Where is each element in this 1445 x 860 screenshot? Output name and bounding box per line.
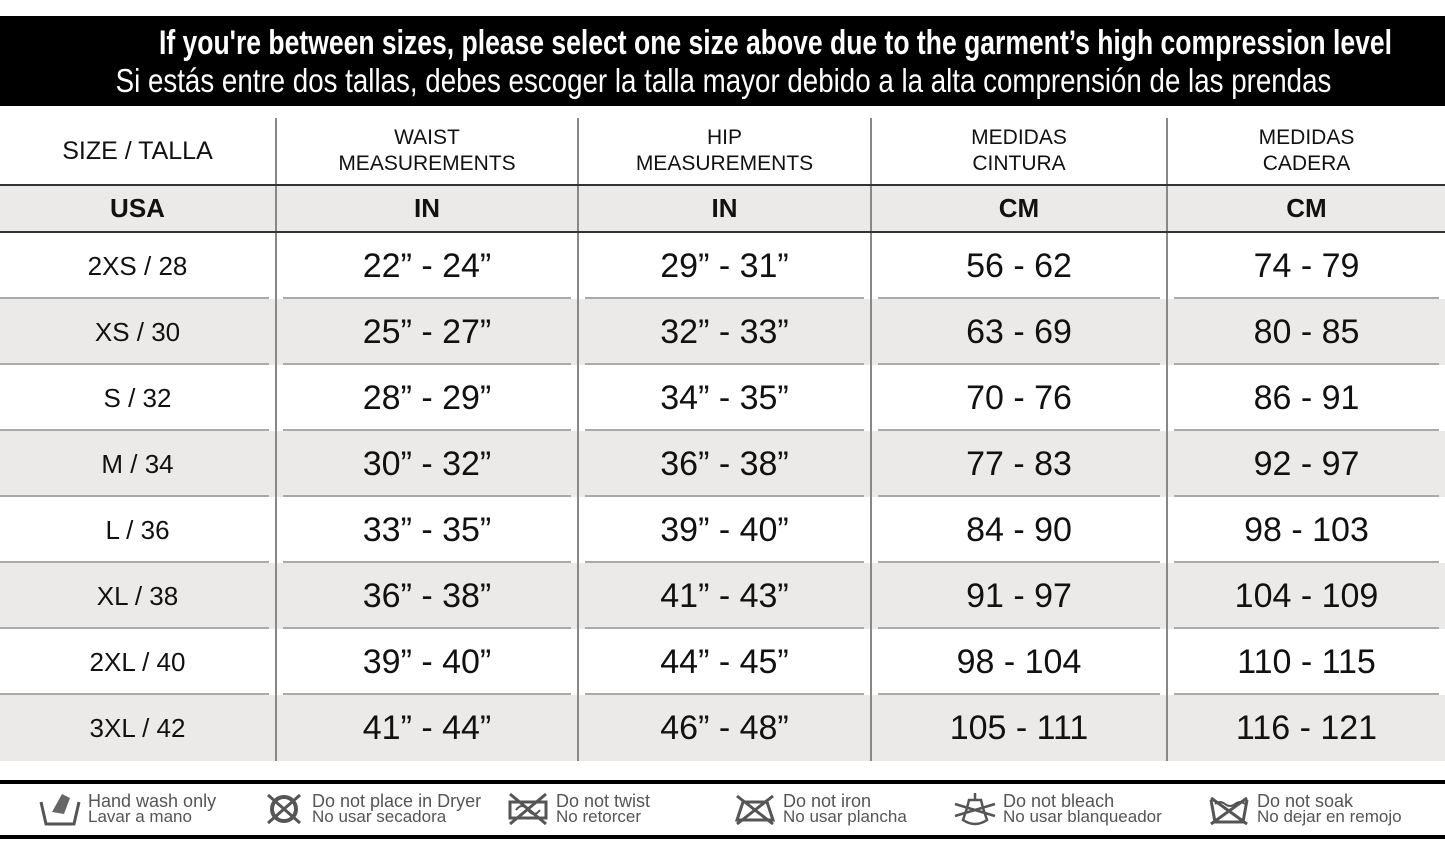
cell-size: XS / 30 [0, 299, 275, 365]
cell-waist-cm: 84 - 90 [870, 497, 1166, 563]
compression-notice-banner: If you're between sizes, please select o… [0, 16, 1445, 106]
table-row: XS / 30 25” - 27” 32” - 33” 63 - 69 80 - 85 [0, 299, 1445, 365]
size-rows: 2XS / 28 22” - 24” 29” - 31” 56 - 62 74 - 79… [0, 233, 1445, 761]
cell-hip-cm: 86 - 91 [1166, 365, 1445, 431]
no-soak-icon [1209, 796, 1249, 826]
cell-hip-in: 34” - 35” [577, 365, 870, 431]
care-label-spanish: Lavar a mano [88, 807, 192, 826]
cell-size: M / 34 [0, 431, 275, 497]
care-instruction: Do not place in Dryer No usar secadora [262, 790, 481, 828]
header-medidas-cintura: MEDIDAS CINTURA [870, 118, 1166, 184]
cell-hip-in: 39” - 40” [577, 497, 870, 563]
unit-hip-cm: CM [1166, 186, 1445, 231]
table-row: XL / 38 36” - 38” 41” - 43” 91 - 97 104 - 10… [0, 563, 1445, 629]
cell-waist-cm: 70 - 76 [870, 365, 1166, 431]
size-chart-table: SIZE / TALLA WAIST MEASUREMENTS HIP MEAS… [0, 118, 1445, 761]
cell-size: 2XL / 40 [0, 629, 275, 695]
unit-hip-in: IN [577, 186, 870, 231]
unit-waist-in: IN [275, 186, 577, 231]
care-label-spanish: No dejar en remojo [1257, 807, 1402, 826]
cell-waist-cm: 91 - 97 [870, 563, 1166, 629]
cell-waist-cm: 105 - 111 [870, 695, 1166, 761]
cell-size: L / 36 [0, 497, 275, 563]
cell-waist-cm: 56 - 62 [870, 233, 1166, 299]
no-bleach-icon [954, 793, 996, 826]
cell-waist-cm: 63 - 69 [870, 299, 1166, 365]
header-row: SIZE / TALLA WAIST MEASUREMENTS HIP MEAS… [0, 118, 1445, 186]
table-row: S / 32 28” - 29” 34” - 35” 70 - 76 86 - 91 [0, 365, 1445, 431]
cell-waist-in: 22” - 24” [275, 233, 577, 299]
table-row: M / 34 30” - 32” 36” - 38” 77 - 83 92 - 97 [0, 431, 1445, 497]
cell-waist-in: 41” - 44” [275, 695, 577, 761]
care-instruction: Do not iron No usar plancha [733, 790, 907, 828]
unit-usa: USA [110, 193, 165, 223]
cell-hip-in: 44” - 45” [577, 629, 870, 695]
no-wring-icon [508, 792, 548, 826]
cell-waist-cm: 98 - 104 [870, 629, 1166, 695]
cell-hip-cm: 74 - 79 [1166, 233, 1445, 299]
cell-hip-cm: 104 - 109 [1166, 563, 1445, 629]
header-medidas-cadera: MEDIDAS CADERA [1166, 118, 1445, 184]
cell-hip-in: 29” - 31” [577, 233, 870, 299]
cell-waist-in: 28” - 29” [275, 365, 577, 431]
care-instruction: Do not twist No retorcer [506, 790, 650, 828]
no-tumble-dry-icon [267, 793, 301, 825]
no-iron-icon [734, 794, 776, 826]
cell-waist-in: 30” - 32” [275, 431, 577, 497]
care-label-english: Hand wash only [88, 791, 217, 811]
cell-waist-in: 25” - 27” [275, 299, 577, 365]
table-row: L / 36 33” - 35” 39” - 40” 84 - 90 98 - 103 [0, 497, 1445, 563]
care-instruction: Do not soak No dejar en remojo [1207, 790, 1402, 828]
cell-hip-cm: 80 - 85 [1166, 299, 1445, 365]
unit-waist-cm: CM [870, 186, 1166, 231]
table-row: 2XS / 28 22” - 24” 29” - 31” 56 - 62 74 - 79 [0, 233, 1445, 299]
units-row: USA IN IN CM CM [0, 186, 1445, 233]
care-label-english: Do not iron [783, 791, 872, 811]
care-label-english: Do not soak [1257, 791, 1354, 811]
care-label-spanish: No retorcer [556, 807, 642, 826]
cell-size: XL / 38 [0, 563, 275, 629]
care-instructions-bar: Hand wash only Lavar a mano Do not place i… [0, 780, 1445, 839]
cell-hip-cm: 98 - 103 [1166, 497, 1445, 563]
cell-hip-cm: 110 - 115 [1166, 629, 1445, 695]
cell-hip-cm: 116 - 121 [1166, 695, 1445, 761]
cell-size: S / 32 [0, 365, 275, 431]
cell-waist-cm: 77 - 83 [870, 431, 1166, 497]
care-label-spanish: No usar plancha [783, 807, 907, 826]
cell-size: 3XL / 42 [89, 712, 186, 743]
care-label-english: Do not twist [556, 791, 651, 811]
cell-hip-in: 41” - 43” [577, 563, 870, 629]
notice-english: If you're between sizes, please select o… [158, 24, 1392, 62]
table-row: 3XL / 42 41” - 44” 46” - 48” 105 - 111 116 -… [0, 695, 1445, 761]
notice-spanish: Si estás entre dos tallas, debes escoger… [115, 62, 1332, 99]
care-label-english: Do not bleach [1003, 791, 1115, 811]
cell-hip-in: 32” - 33” [577, 299, 870, 365]
care-label-spanish: No usar secadora [312, 807, 447, 826]
cell-hip-in: 46” - 48” [577, 695, 870, 761]
care-instruction: Do not bleach No usar blanqueador [953, 790, 1162, 828]
table-row: 2XL / 40 39” - 40” 44” - 45” 98 - 104 110 - … [0, 629, 1445, 695]
header-hip: HIP MEASUREMENTS [577, 118, 870, 184]
header-waist: WAIST MEASUREMENTS [275, 118, 577, 184]
care-label-english: Do not place in Dryer [312, 791, 482, 811]
hand-wash-icon [39, 794, 81, 826]
header-size: SIZE / TALLA [62, 137, 213, 165]
care-label-spanish: No usar blanqueador [1003, 807, 1162, 826]
care-instruction: Hand wash only Lavar a mano [38, 790, 216, 828]
cell-size: 2XS / 28 [0, 233, 275, 299]
cell-hip-in: 36” - 38” [577, 431, 870, 497]
cell-waist-in: 39” - 40” [275, 629, 577, 695]
cell-hip-cm: 92 - 97 [1166, 431, 1445, 497]
cell-waist-in: 33” - 35” [275, 497, 577, 563]
cell-waist-in: 36” - 38” [275, 563, 577, 629]
